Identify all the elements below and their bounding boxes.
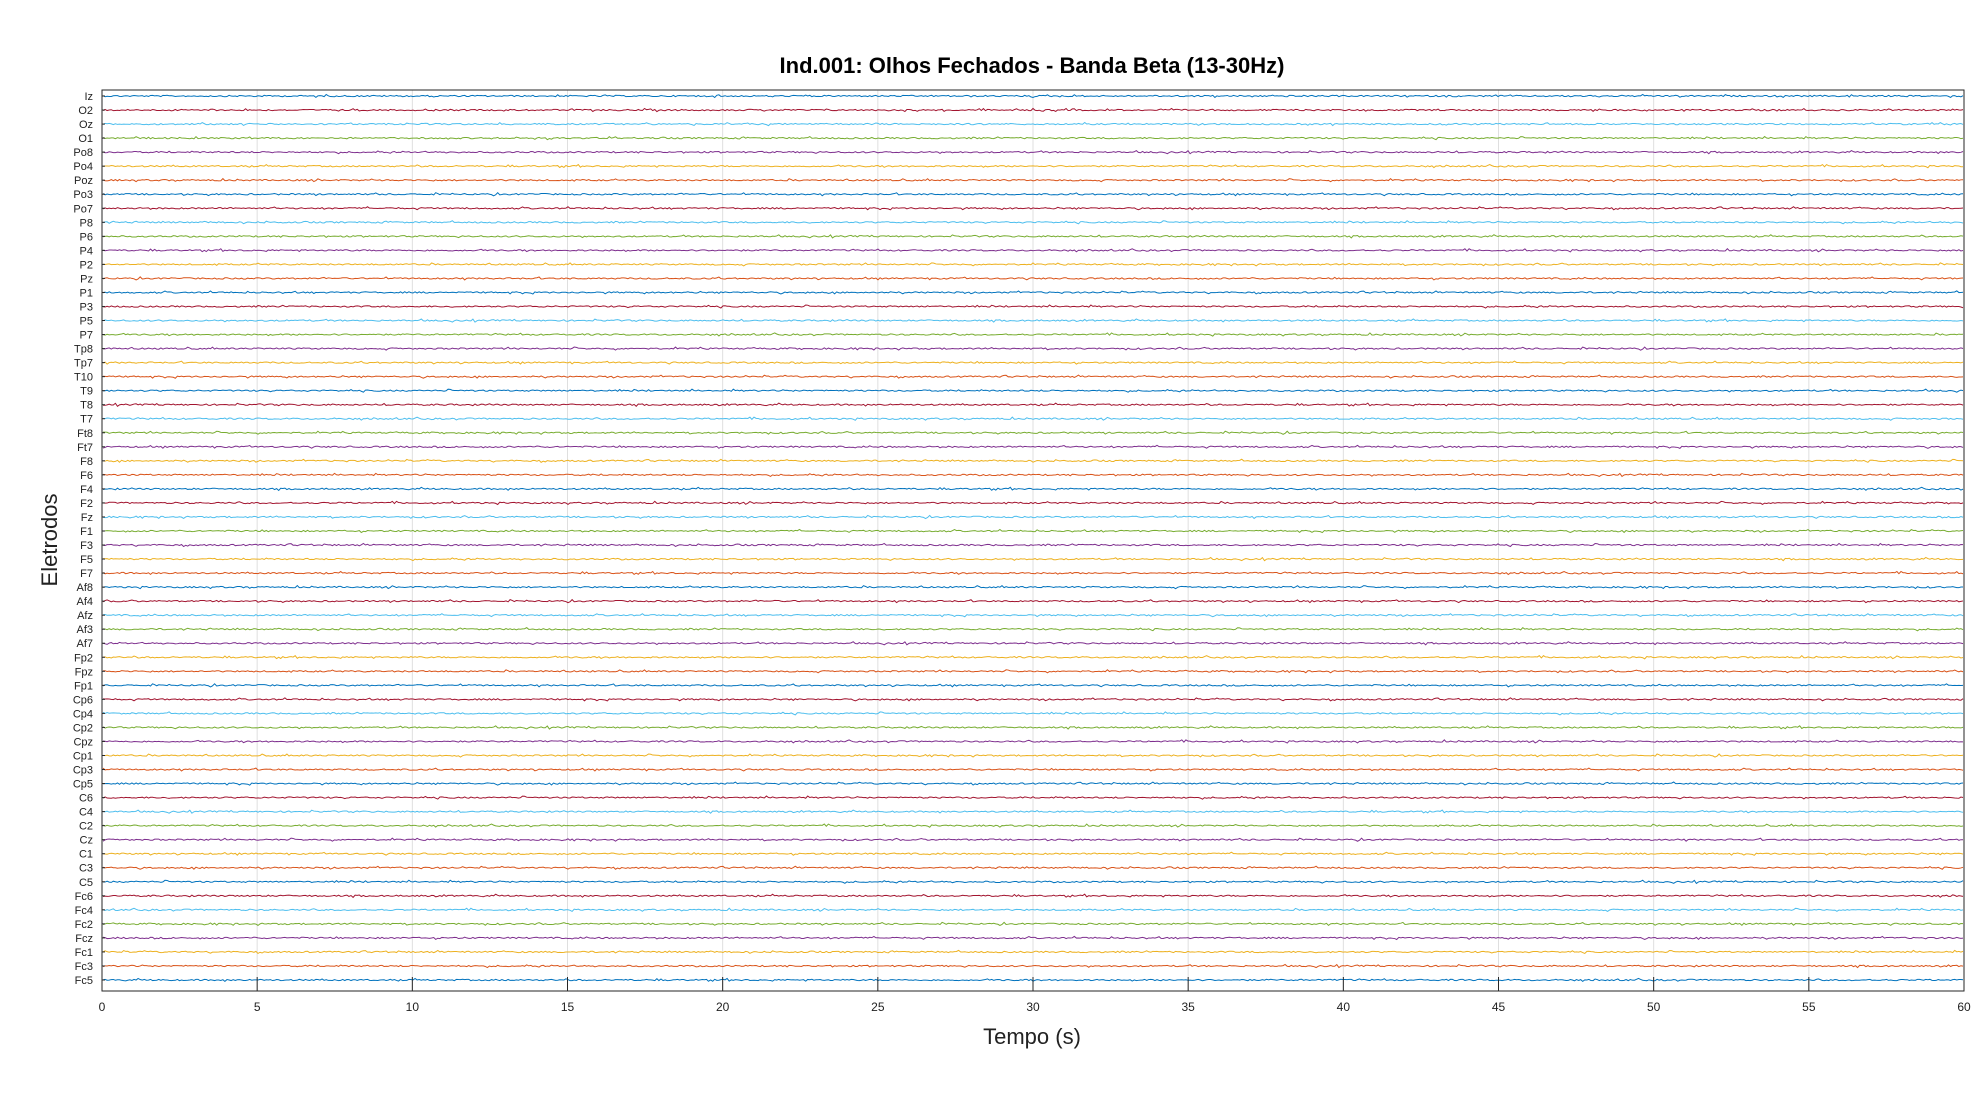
x-tick-label: 10	[406, 1000, 420, 1014]
x-tick-label: 25	[871, 1000, 885, 1014]
channel-label-af4: Af4	[76, 596, 93, 608]
channel-label-fc2: Fc2	[75, 919, 93, 931]
channel-label-cp5: Cp5	[73, 779, 93, 791]
channel-label-p8: P8	[80, 217, 93, 229]
channel-label-af8: Af8	[76, 582, 93, 594]
channel-label-t7: T7	[80, 414, 93, 426]
channel-label-tp7: Tp7	[74, 358, 93, 370]
channel-label-fp1: Fp1	[74, 680, 93, 692]
x-tick-label: 40	[1337, 1000, 1351, 1014]
channel-label-po7: Po7	[73, 203, 93, 215]
y-channel-labels: Iz O2 Oz O1 Po8 Po4 Poz Po3 Po7 P8 P6 P4 P2 Pz P1 P3 P5 P…	[73, 91, 105, 987]
y-axis-label: Eletrodos	[37, 494, 62, 587]
channel-label-iz: Iz	[84, 91, 93, 103]
channel-label-pz: Pz	[80, 273, 93, 285]
channel-label-p1: P1	[80, 287, 93, 299]
channel-label-ft8: Ft8	[77, 428, 93, 440]
channel-label-fpz: Fpz	[75, 666, 93, 678]
channel-label-o2: O2	[78, 105, 93, 117]
x-axis-label: Tempo (s)	[983, 1024, 1081, 1049]
x-tick-label: 45	[1492, 1000, 1506, 1014]
channel-label-fc4: Fc4	[75, 905, 93, 917]
channel-label-c6: C6	[79, 793, 93, 805]
channel-label-af7: Af7	[76, 638, 93, 650]
channel-label-cz: Cz	[80, 835, 93, 847]
channel-label-p7: P7	[80, 330, 93, 342]
channel-label-f6: F6	[80, 470, 93, 482]
x-tick-label: 55	[1802, 1000, 1816, 1014]
x-tick-label: 50	[1647, 1000, 1661, 1014]
channel-label-f5: F5	[80, 554, 93, 566]
x-tick-label: 5	[254, 1000, 261, 1014]
x-tick-label: 0	[99, 1000, 106, 1014]
channel-label-p2: P2	[80, 259, 93, 271]
channel-label-cp6: Cp6	[73, 694, 93, 706]
channel-label-po8: Po8	[73, 147, 93, 159]
channel-label-fp2: Fp2	[74, 652, 93, 664]
channel-label-cp2: Cp2	[73, 722, 93, 734]
channel-label-p3: P3	[80, 301, 93, 313]
x-grid	[257, 90, 1809, 991]
channel-label-f4: F4	[80, 484, 93, 496]
channel-label-t9: T9	[80, 386, 93, 398]
channel-label-f1: F1	[80, 526, 93, 538]
channel-label-afz: Afz	[77, 610, 93, 622]
channel-label-poz: Poz	[74, 175, 93, 187]
x-tick-label: 15	[561, 1000, 575, 1014]
channel-label-cp4: Cp4	[73, 708, 93, 720]
channel-label-af3: Af3	[76, 624, 93, 636]
channel-label-t10: T10	[74, 372, 93, 384]
channel-label-cp3: Cp3	[73, 765, 93, 777]
x-tick-label: 35	[1181, 1000, 1195, 1014]
channel-label-c1: C1	[79, 849, 93, 861]
channel-label-c5: C5	[79, 877, 93, 889]
channel-label-ft7: Ft7	[77, 442, 93, 454]
channel-label-o1: O1	[78, 133, 93, 145]
channel-label-c2: C2	[79, 821, 93, 833]
chart-title: Ind.001: Olhos Fechados - Banda Beta (13…	[780, 53, 1285, 78]
channel-label-po4: Po4	[73, 161, 93, 173]
channel-label-fc6: Fc6	[75, 891, 93, 903]
channel-label-cp1: Cp1	[73, 750, 93, 762]
channel-label-f2: F2	[80, 498, 93, 510]
channel-label-fz: Fz	[81, 512, 93, 524]
channel-label-fc5: Fc5	[75, 975, 93, 987]
channel-label-f8: F8	[80, 456, 93, 468]
x-tick-label: 20	[716, 1000, 730, 1014]
channel-label-po3: Po3	[73, 189, 93, 201]
channel-label-p5: P5	[80, 316, 93, 328]
channel-label-c3: C3	[79, 863, 93, 875]
channel-label-fc3: Fc3	[75, 961, 93, 973]
channel-label-oz: Oz	[79, 119, 93, 131]
channel-label-c4: C4	[79, 807, 93, 819]
x-ticks: 0 5 10 15 20 25 30 35 40 45 50 55 60	[99, 977, 1971, 1014]
channel-label-fc1: Fc1	[75, 947, 93, 959]
channel-label-f3: F3	[80, 540, 93, 552]
x-tick-label: 30	[1026, 1000, 1040, 1014]
channel-label-tp8: Tp8	[74, 344, 93, 356]
channel-label-p6: P6	[80, 231, 93, 243]
channel-label-cpz: Cpz	[73, 736, 93, 748]
channel-label-fcz: Fcz	[75, 933, 93, 945]
channel-label-f7: F7	[80, 568, 93, 580]
x-tick-label: 60	[1957, 1000, 1971, 1014]
channel-label-t8: T8	[80, 400, 93, 412]
channel-label-p4: P4	[80, 245, 93, 257]
